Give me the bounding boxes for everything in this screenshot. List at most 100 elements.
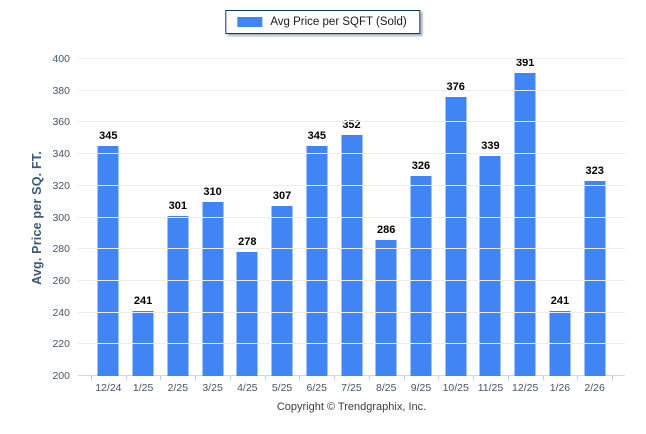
bar-slot: 301 2/25 xyxy=(160,59,195,394)
bar xyxy=(202,201,224,376)
gridline xyxy=(78,121,625,123)
x-tick-label: 8/25 xyxy=(376,382,397,394)
bar-value-label: 241 xyxy=(133,295,153,308)
x-axis-tick xyxy=(91,376,92,380)
gridline xyxy=(78,58,625,59)
bar-value-label: 339 xyxy=(481,139,500,152)
bar-slot: 376 10/25 xyxy=(438,59,473,394)
gridline xyxy=(78,89,625,91)
x-tick-label: 12/25 xyxy=(512,382,539,394)
y-tick-label: 340 xyxy=(52,148,70,161)
y-tick-label: 220 xyxy=(52,338,70,351)
x-axis-tick xyxy=(299,376,301,380)
gridline xyxy=(78,216,625,218)
y-tick-label: 260 xyxy=(52,274,70,287)
bar xyxy=(479,155,501,376)
plot-area: 345 12/24 241 1/25 301 2/25 310 3/25 278 4/25 307 5… xyxy=(52,53,625,394)
y-tick-label: 240 xyxy=(52,306,70,319)
x-axis-tick xyxy=(507,376,509,380)
bar-slot: 310 3/25 xyxy=(195,59,230,394)
bar xyxy=(306,146,328,376)
bar xyxy=(584,181,606,376)
y-tick-label: 380 xyxy=(52,84,70,97)
bar-slot: 241 1/26 xyxy=(543,59,578,394)
x-tick-label: 3/25 xyxy=(202,382,223,394)
x-tick-label: 2/25 xyxy=(167,382,189,394)
bar-value-label: 278 xyxy=(238,236,257,249)
gridline xyxy=(78,184,625,186)
bar xyxy=(514,73,536,376)
bar-slot: 286 8/25 xyxy=(369,59,404,394)
x-axis-tick xyxy=(125,376,127,380)
bar-value-label: 323 xyxy=(585,165,604,178)
bar-value-label: 376 xyxy=(446,81,465,94)
x-tick-label: 4/25 xyxy=(237,382,258,394)
x-axis-tick xyxy=(577,376,579,380)
x-axis-tick xyxy=(368,376,370,380)
x-axis-tick xyxy=(438,376,440,380)
bar-value-label: 345 xyxy=(99,130,118,143)
bar-value-label: 345 xyxy=(307,130,326,143)
bar xyxy=(236,252,258,376)
x-tick-label: 10/25 xyxy=(442,382,469,394)
y-tick-label: 320 xyxy=(52,179,70,192)
bar-slot: 323 2/26 xyxy=(577,59,612,394)
bar-slot: 307 5/25 xyxy=(265,59,300,394)
bar-value-label: 286 xyxy=(377,223,396,236)
x-tick-label: 9/25 xyxy=(410,382,432,394)
bar-value-label: 391 xyxy=(515,57,535,70)
bar xyxy=(271,206,293,376)
bar xyxy=(445,97,467,376)
bars-row: 345 12/24 241 1/25 301 2/25 310 3/25 278 4/25 307 5… xyxy=(78,57,625,394)
gridline xyxy=(78,279,625,281)
x-axis-tick xyxy=(160,376,162,380)
gridline xyxy=(78,153,625,155)
x-tick-label: 12/24 xyxy=(95,382,122,394)
gridline xyxy=(78,311,625,313)
y-tick-label: 280 xyxy=(52,243,70,256)
legend: Avg Price per SQFT (Sold) xyxy=(225,10,421,34)
x-axis-tick xyxy=(334,376,336,380)
bar xyxy=(167,215,189,376)
bar-slot: 326 9/25 xyxy=(404,59,439,394)
bar-slot: 278 4/25 xyxy=(230,59,265,394)
bar xyxy=(341,135,362,376)
bar-value-label: 301 xyxy=(168,199,187,212)
x-tick-label: 2/26 xyxy=(584,382,605,394)
bar-value-label: 307 xyxy=(272,190,292,203)
x-tick-label: 7/25 xyxy=(341,382,362,394)
bar-value-label: 326 xyxy=(411,160,431,173)
gridline xyxy=(78,248,625,250)
x-tick-label: 5/25 xyxy=(271,382,293,394)
y-tick-label: 400 xyxy=(52,53,70,65)
x-axis-tick xyxy=(403,376,405,380)
bar xyxy=(97,146,119,376)
x-axis-tick xyxy=(264,376,266,380)
x-tick-label: 1/26 xyxy=(549,382,571,394)
bar-slot: 391 12/25 xyxy=(508,57,543,394)
x-axis-tick xyxy=(612,376,613,380)
bar-slot: 345 12/24 xyxy=(91,59,126,394)
legend-label: Avg Price per SQFT (Sold) xyxy=(270,16,407,28)
bar xyxy=(410,176,432,376)
legend-swatch-icon xyxy=(237,17,263,27)
x-tick-label: 11/25 xyxy=(477,382,504,394)
x-axis-tick xyxy=(473,376,475,380)
copyright-text: Copyright © Trendgraphix, Inc. xyxy=(276,401,427,413)
gridline xyxy=(78,343,625,345)
bar-slot: 352 7/25 xyxy=(334,59,369,394)
y-tick-label: 360 xyxy=(52,116,70,129)
bar-value-label: 310 xyxy=(203,185,222,198)
x-tick-label: 6/25 xyxy=(306,382,327,394)
x-tick-label: 1/25 xyxy=(132,382,154,394)
bar xyxy=(375,239,397,376)
x-axis-tick xyxy=(229,376,231,380)
bar-slot: 345 6/25 xyxy=(299,59,334,394)
bar-slot: 339 11/25 xyxy=(473,59,508,394)
x-axis-tick xyxy=(195,376,197,380)
x-axis-tick xyxy=(542,376,544,380)
bar-value-label: 241 xyxy=(550,295,570,308)
y-tick-label: 200 xyxy=(52,370,70,382)
y-tick-label: 300 xyxy=(52,211,70,224)
